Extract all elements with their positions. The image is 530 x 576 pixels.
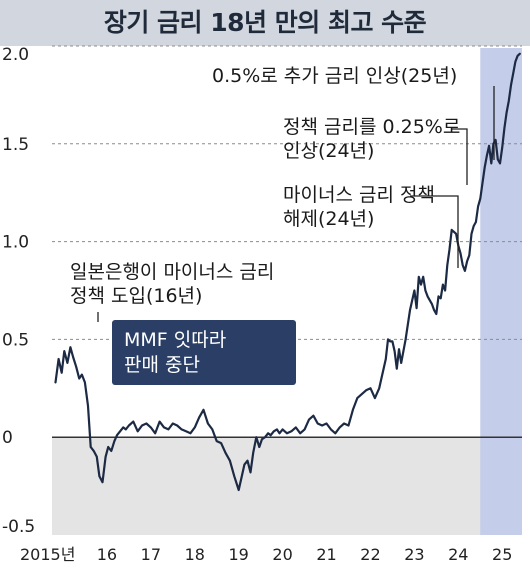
y-tick-label: -0.5: [2, 517, 35, 537]
callout-text: 판매 중단: [124, 354, 200, 376]
annotation-leader-line: [410, 195, 459, 268]
x-tick-label: 21: [316, 545, 336, 564]
x-tick-label: 2015년: [20, 545, 75, 564]
callout-text: MMF 잇따라: [124, 329, 226, 351]
title-band: [0, 0, 530, 46]
x-tick-label: 20: [272, 545, 292, 564]
annotation-text: 해제(24년): [283, 208, 374, 230]
x-tick-label: 22: [360, 545, 380, 564]
negative-region: [52, 437, 522, 535]
annotation-text: 정책 도입(16년): [70, 285, 202, 307]
data-series-line: [54, 52, 521, 492]
x-tick-label: 17: [141, 545, 161, 564]
highlight-band: [480, 48, 522, 535]
x-tick-label: 25: [492, 545, 512, 564]
y-tick-label: 0: [2, 428, 13, 448]
x-tick-label: 18: [185, 545, 205, 564]
annotation-text: 0.5%로 추가 금리 인상(25년): [212, 65, 457, 87]
y-tick-label: 2.0: [2, 45, 29, 65]
chart-title: 장기 금리 18년 만의 최고 수준: [103, 8, 427, 37]
x-tick-label: 23: [404, 545, 424, 564]
y-tick-label: 1.0: [2, 233, 29, 253]
annotation-text: 정책 금리를 0.25%로: [283, 116, 460, 138]
annotation-text: 일본은행이 마이너스 금리: [70, 261, 274, 283]
y-tick-label: 1.5: [2, 135, 29, 155]
annotation-text: 인상(24년): [283, 140, 374, 162]
x-tick-label: 19: [229, 545, 249, 564]
x-tick-label: 16: [97, 545, 117, 564]
x-tick-label: 24: [448, 545, 468, 564]
callout-box: [112, 320, 296, 385]
y-tick-label: 0.5: [2, 330, 29, 350]
annotation-leader-line: [452, 128, 468, 185]
annotation-text: 마이너스 금리 정책: [283, 184, 435, 206]
